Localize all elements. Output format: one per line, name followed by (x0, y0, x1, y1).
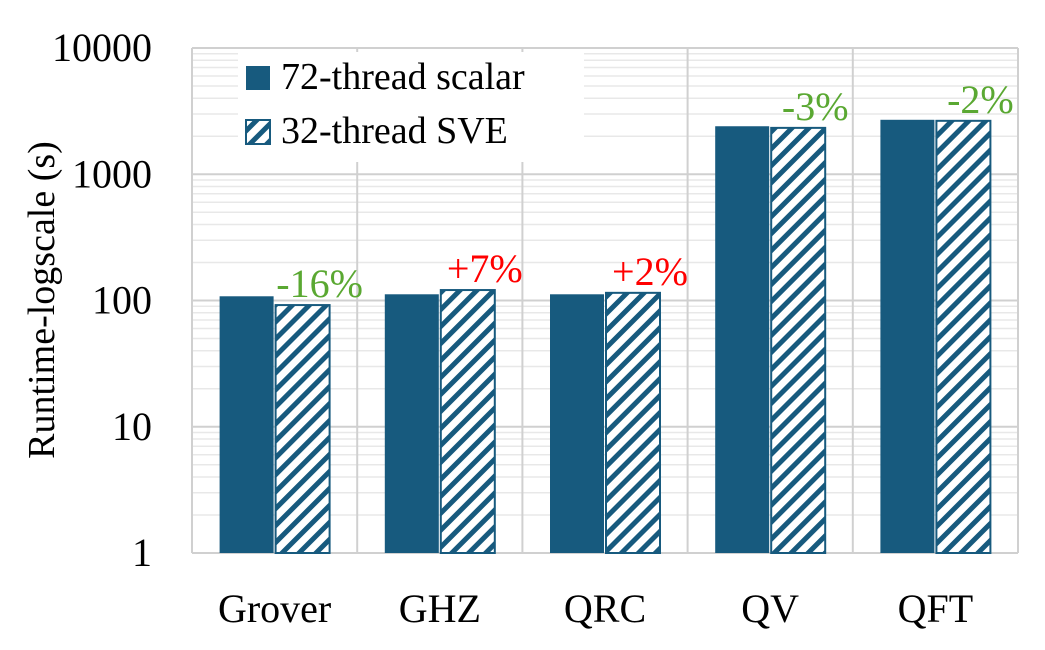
legend-background (238, 52, 584, 162)
bar-qft-scalar (880, 119, 935, 554)
x-tick-label: GHZ (399, 586, 481, 631)
bar-ghz-scalar (384, 294, 439, 553)
legend-label-scalar: 72-thread scalar (281, 56, 525, 98)
data-label-grover: -16% (276, 261, 363, 306)
y-tick-label: 10000 (52, 25, 152, 70)
legend-label-sve: 32-thread SVE (281, 110, 508, 152)
bar-qrc-scalar (550, 294, 604, 553)
bar-qrc-sve (605, 291, 661, 554)
data-label-qft: -2% (947, 77, 1014, 122)
data-label-ghz: +7% (447, 246, 523, 291)
x-axis: Grover GHZ QRC QV QFT (218, 586, 973, 631)
y-tick-label: 10 (112, 404, 152, 449)
x-tick-label: QRC (564, 586, 646, 631)
bars (219, 119, 992, 555)
x-tick-label: QV (741, 586, 799, 631)
y-axis: 1 10 100 1000 10000 (52, 25, 152, 575)
y-axis-title: Runtime-logscale (s) (21, 141, 63, 459)
bar-ghz-sve (439, 289, 496, 554)
y-tick-label: 1000 (72, 151, 152, 196)
data-label-qv: -3% (782, 84, 849, 129)
y-tick-label: 1 (132, 530, 152, 575)
bar-qv-scalar (715, 126, 770, 554)
bar-qv-sve (770, 126, 827, 555)
legend: 72-thread scalar 32-thread SVE (238, 52, 584, 162)
annotations: -16% +7% +2% -3% -2% (276, 77, 1013, 306)
bar-grover-sve (274, 304, 331, 554)
y-tick-label: 100 (92, 278, 152, 323)
legend-swatch-scalar (246, 66, 270, 90)
bar-qft-sve (935, 119, 992, 554)
data-label-qrc: +2% (612, 249, 688, 294)
bar-grover-scalar (219, 296, 274, 553)
x-tick-label: Grover (218, 586, 331, 631)
x-tick-label: QFT (898, 586, 974, 631)
legend-swatch-sve (245, 119, 271, 145)
